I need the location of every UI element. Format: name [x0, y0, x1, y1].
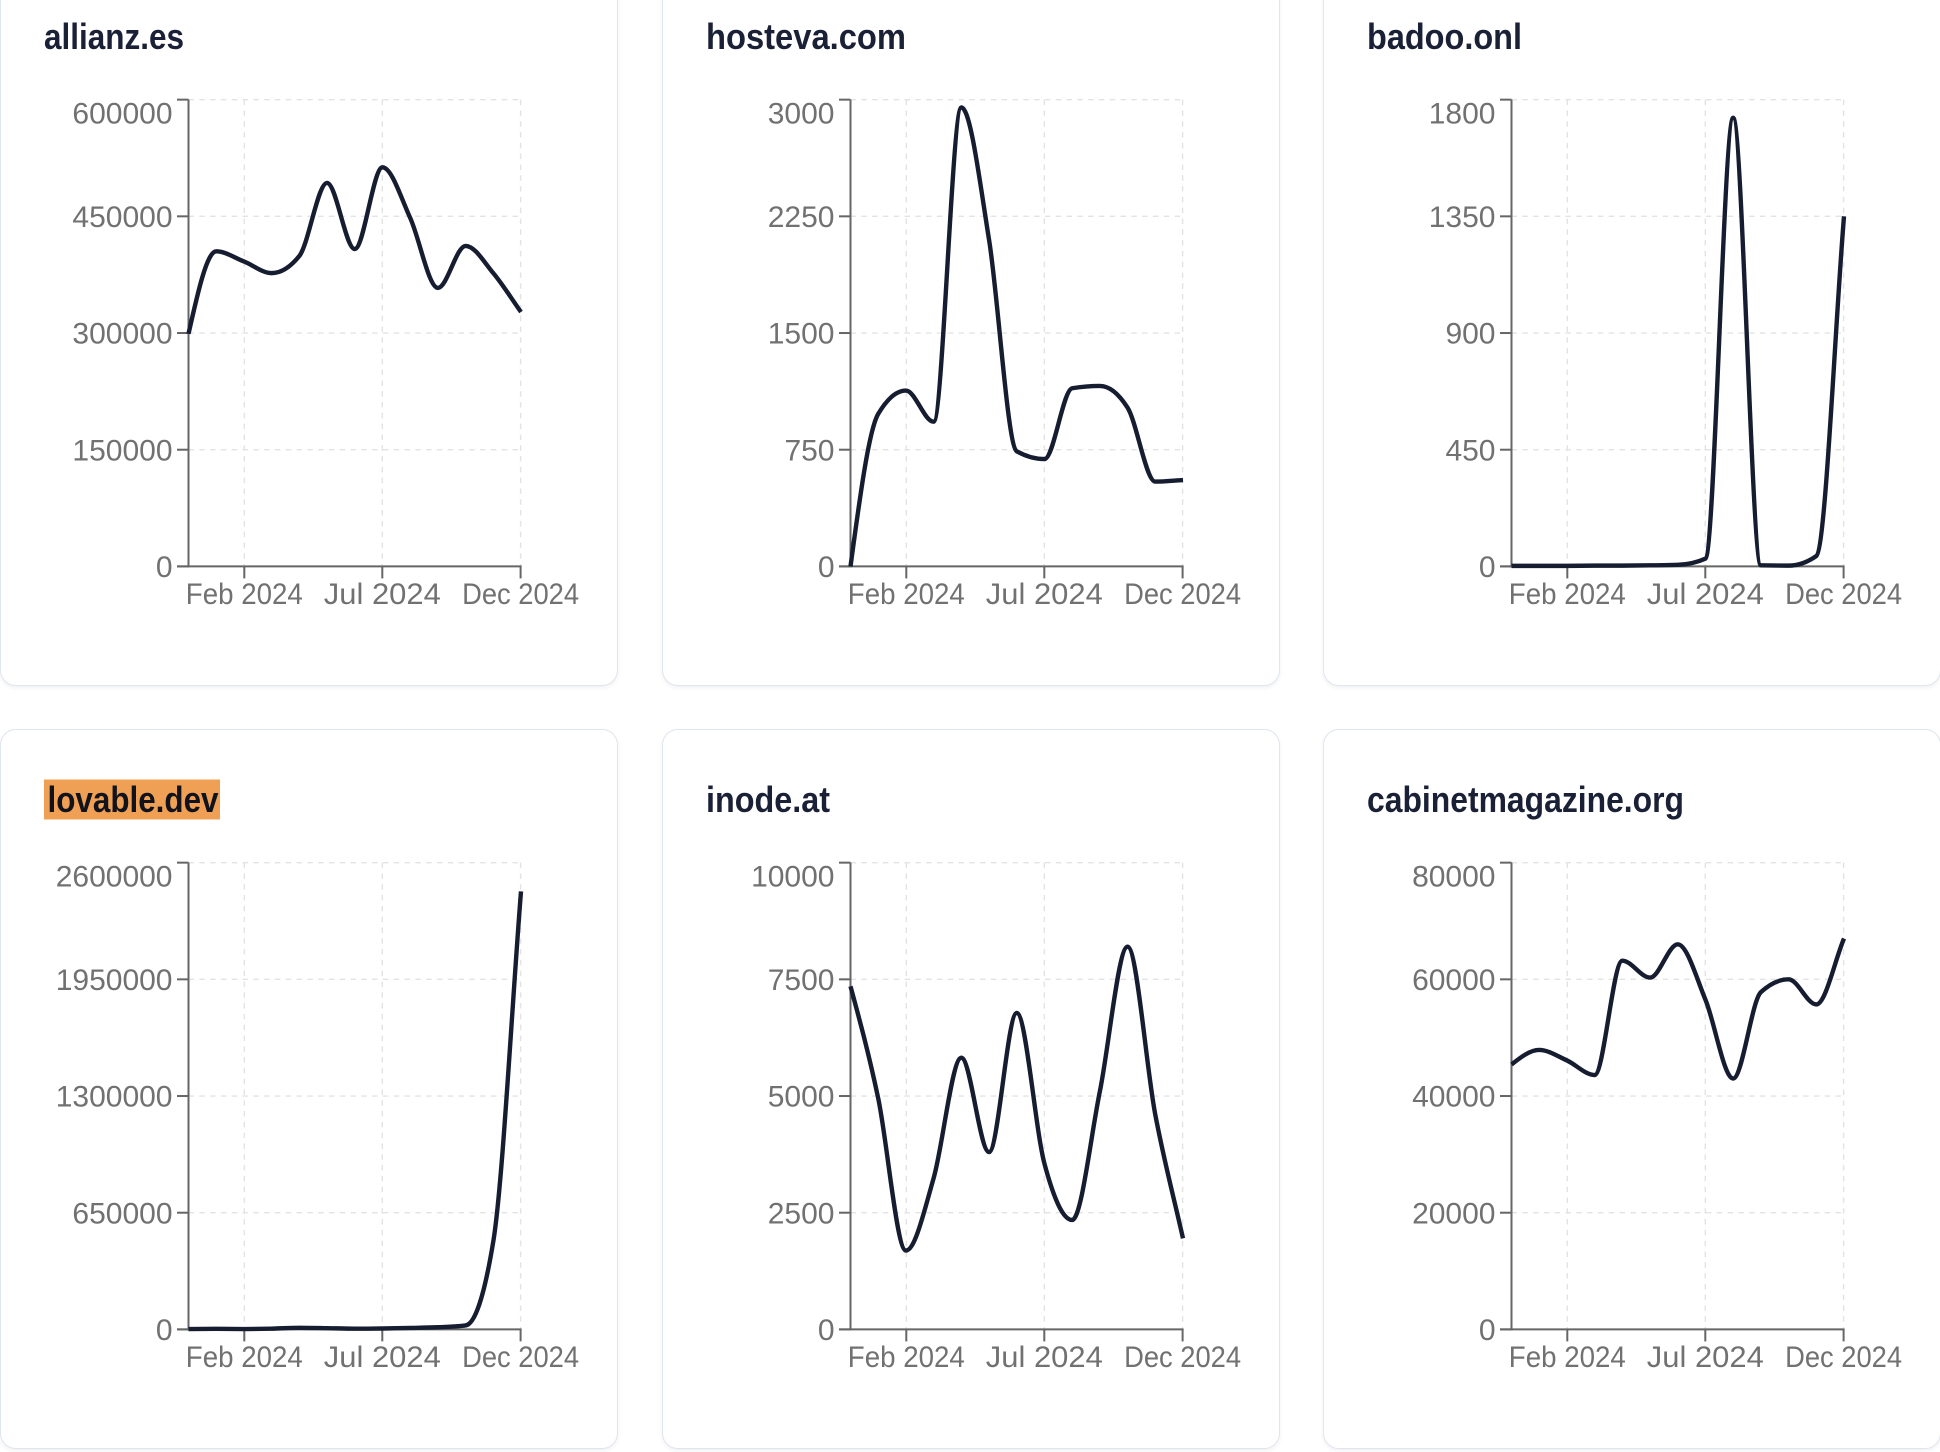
- svg-text:Jul 2024: Jul 2024: [324, 578, 441, 611]
- svg-text:Dec 2024: Dec 2024: [1124, 1341, 1241, 1374]
- svg-text:1300000: 1300000: [56, 1081, 173, 1114]
- svg-text:allianz.es: allianz.es: [44, 16, 184, 57]
- svg-text:5000: 5000: [767, 1081, 834, 1114]
- svg-text:60000: 60000: [1412, 964, 1495, 997]
- svg-text:0: 0: [156, 1315, 173, 1348]
- svg-text:cabinetmagazine.org: cabinetmagazine.org: [1367, 779, 1684, 820]
- svg-text:1350: 1350: [1429, 201, 1496, 234]
- svg-text:hosteva.com: hosteva.com: [706, 16, 906, 57]
- svg-text:0: 0: [1479, 551, 1496, 584]
- svg-text:Jul 2024: Jul 2024: [1647, 1341, 1764, 1374]
- svg-text:900: 900: [1445, 317, 1495, 350]
- svg-text:750: 750: [784, 434, 834, 467]
- svg-text:Dec 2024: Dec 2024: [462, 1341, 579, 1374]
- svg-text:Dec 2024: Dec 2024: [462, 578, 579, 611]
- svg-text:20000: 20000: [1412, 1198, 1495, 1231]
- svg-text:Jul 2024: Jul 2024: [985, 1341, 1102, 1374]
- svg-text:Feb 2024: Feb 2024: [186, 1341, 303, 1374]
- svg-text:450: 450: [1445, 434, 1495, 467]
- svg-text:Jul 2024: Jul 2024: [985, 578, 1102, 611]
- svg-text:0: 0: [156, 551, 173, 584]
- svg-text:2600000: 2600000: [56, 861, 173, 894]
- svg-text:150000: 150000: [72, 434, 172, 467]
- svg-text:Jul 2024: Jul 2024: [1647, 578, 1764, 611]
- svg-text:Feb 2024: Feb 2024: [186, 578, 303, 611]
- svg-text:lovable.dev: lovable.dev: [48, 779, 219, 820]
- svg-text:450000: 450000: [72, 201, 172, 234]
- svg-text:1500: 1500: [767, 317, 834, 350]
- svg-text:40000: 40000: [1412, 1081, 1495, 1114]
- svg-text:Dec 2024: Dec 2024: [1785, 578, 1902, 611]
- svg-text:2250: 2250: [767, 201, 834, 234]
- svg-text:80000: 80000: [1412, 861, 1495, 894]
- svg-text:650000: 650000: [72, 1198, 172, 1231]
- svg-text:0: 0: [1479, 1315, 1496, 1348]
- svg-text:Feb 2024: Feb 2024: [1509, 1341, 1626, 1374]
- svg-text:1800: 1800: [1429, 97, 1496, 130]
- svg-text:Dec 2024: Dec 2024: [1785, 1341, 1902, 1374]
- svg-text:7500: 7500: [767, 964, 834, 997]
- svg-text:2500: 2500: [767, 1198, 834, 1231]
- svg-text:10000: 10000: [751, 861, 834, 894]
- svg-text:300000: 300000: [72, 317, 172, 350]
- svg-text:Feb 2024: Feb 2024: [847, 578, 964, 611]
- svg-text:Jul 2024: Jul 2024: [324, 1341, 441, 1374]
- svg-text:Dec 2024: Dec 2024: [1124, 578, 1241, 611]
- svg-text:inode.at: inode.at: [706, 779, 830, 820]
- svg-text:0: 0: [817, 551, 834, 584]
- svg-text:600000: 600000: [72, 97, 172, 130]
- svg-text:1950000: 1950000: [56, 964, 173, 997]
- svg-text:badoo.onl: badoo.onl: [1367, 16, 1522, 57]
- svg-text:Feb 2024: Feb 2024: [847, 1341, 964, 1374]
- svg-text:0: 0: [817, 1315, 834, 1348]
- svg-text:3000: 3000: [767, 97, 834, 130]
- svg-text:Feb 2024: Feb 2024: [1509, 578, 1626, 611]
